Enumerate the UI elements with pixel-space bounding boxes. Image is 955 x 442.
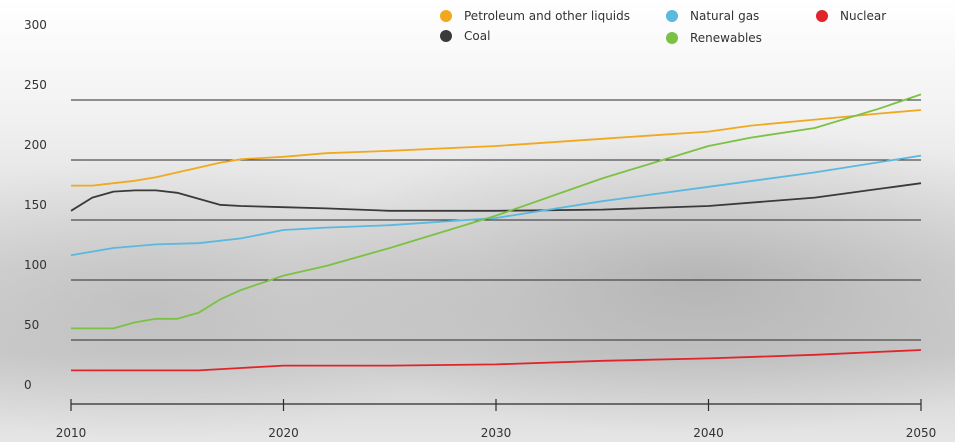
- legend-label-natural-gas: Natural gas: [690, 9, 760, 23]
- legend-swatch-coal: [440, 30, 452, 42]
- x-tick-label-2050: 2050: [906, 426, 937, 440]
- y-axis-tick-labels: 0 50 100 150 200 250 300: [24, 18, 47, 392]
- y-tick-label-300: 300: [24, 18, 47, 32]
- series-line-coal: [70, 182, 922, 212]
- x-tick-label-2010: 2010: [56, 426, 87, 440]
- legend-item-nuclear: Nuclear: [816, 9, 886, 23]
- y-tick-label-250: 250: [24, 78, 47, 92]
- series-line-natural-gas: [70, 154, 922, 257]
- y-tick-label-200: 200: [24, 138, 47, 152]
- legend-swatch-natural-gas: [666, 10, 678, 22]
- x-tick-label-2040: 2040: [693, 426, 724, 440]
- legend-label-coal: Coal: [464, 29, 491, 43]
- y-tick-label-0: 0: [24, 378, 32, 392]
- legend-item-natural-gas: Natural gas: [666, 9, 759, 23]
- legend-swatch-renewables: [666, 32, 678, 44]
- legend-item-coal: Coal: [440, 29, 490, 43]
- x-tick-label-2030: 2030: [481, 426, 512, 440]
- y-tick-label-100: 100: [24, 258, 47, 272]
- legend-label-petroleum: Petroleum and other liquids: [464, 9, 631, 23]
- y-tick-label-150: 150: [24, 198, 47, 212]
- legend-label-nuclear: Nuclear: [840, 9, 887, 23]
- y-tick-label-50: 50: [24, 318, 39, 332]
- legend-swatch-petroleum: [440, 10, 452, 22]
- series-line-petroleum-and-other-liquids: [71, 109, 922, 187]
- legend-item-petroleum: Petroleum and other liquids: [440, 9, 630, 23]
- x-tick-label-2020: 2020: [268, 426, 299, 440]
- series-line-nuclear: [71, 349, 922, 372]
- legend-swatch-nuclear: [816, 10, 828, 22]
- grid-lines: [71, 99, 921, 341]
- legend: Petroleum and other liquids Coal Natural…: [0, 0, 955, 50]
- series-line-renewables: [71, 93, 922, 330]
- legend-label-renewables: Renewables: [690, 31, 762, 45]
- legend-item-renewables: Renewables: [666, 31, 762, 45]
- series-lines: [70, 93, 922, 372]
- x-axis: 2010 2020 2030 2040 2050: [56, 399, 937, 440]
